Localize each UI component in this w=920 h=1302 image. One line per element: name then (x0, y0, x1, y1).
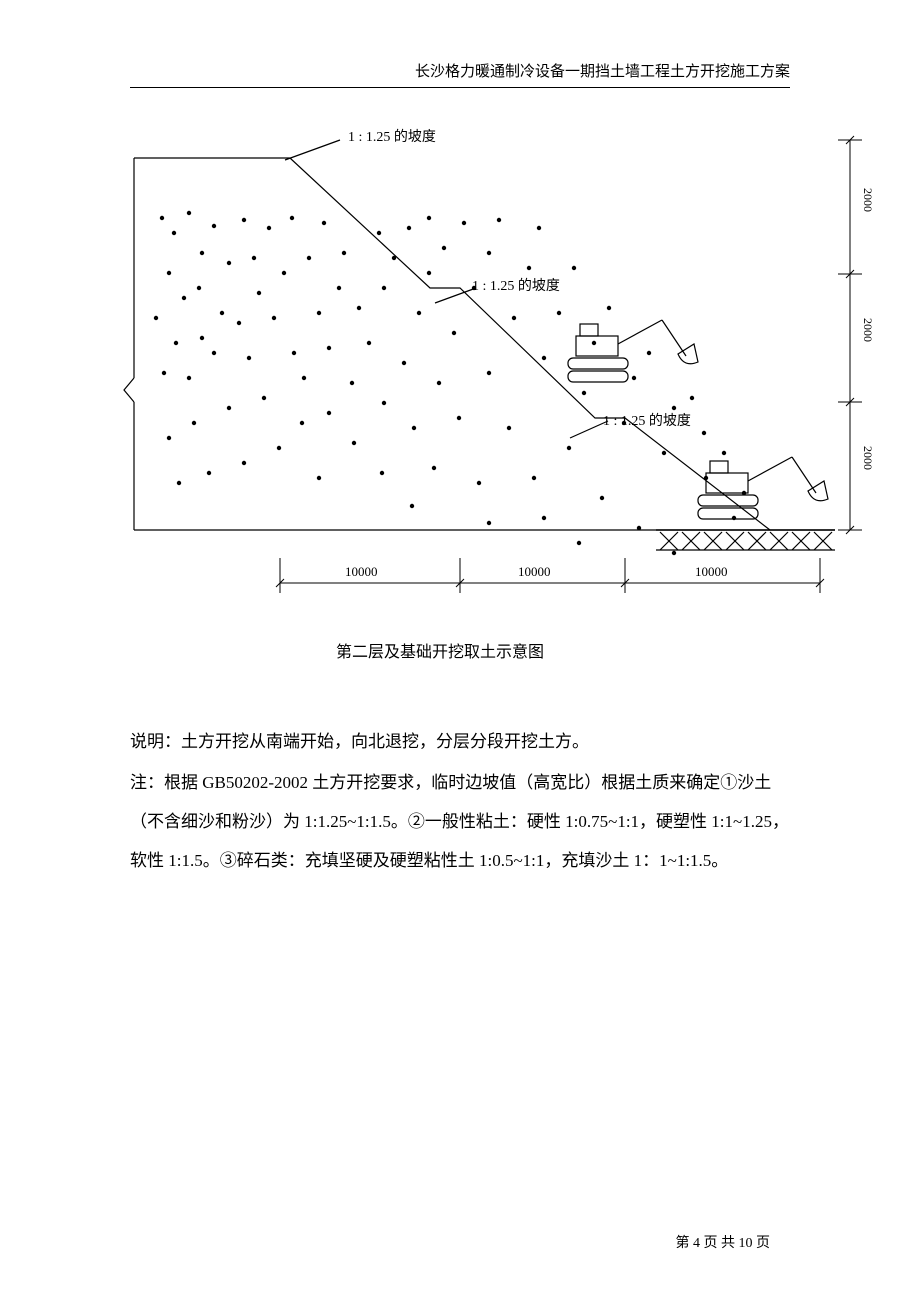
vdim-1: 2000 (860, 188, 875, 212)
hdim-2: 10000 (518, 564, 551, 580)
vdim-2: 2000 (860, 318, 875, 342)
paragraph-1: 说明：土方开挖从南端开始，向北退挖，分层分段开挖土方。 (130, 722, 790, 761)
paragraph-2: 注：根据 GB50202-2002 土方开挖要求，临时边坡值（高宽比）根据土质来… (130, 763, 790, 880)
slope-label-1: 1 : 1.25 的坡度 (348, 126, 436, 146)
header-title: 长沙格力暖通制冷设备一期挡土墙工程土方开挖施工方案 (415, 64, 790, 80)
body-text: 说明：土方开挖从南端开始，向北退挖，分层分段开挖土方。 注：根据 GB50202… (130, 722, 790, 880)
slope-label-2: 1 : 1.25 的坡度 (472, 275, 560, 295)
page-number: 第 4 页 共 10 页 (676, 1236, 771, 1251)
vdim-3: 2000 (860, 446, 875, 470)
slope-label-3: 1 : 1.25 的坡度 (603, 410, 691, 430)
excavation-diagram: 1 : 1.25 的坡度 1 : 1.25 的坡度 1 : 1.25 的坡度 1… (120, 118, 880, 608)
diagram-caption: 第二层及基础开挖取土示意图 (130, 638, 790, 662)
hdim-3: 10000 (695, 564, 728, 580)
page-footer: 第 4 页 共 10 页 (676, 1232, 771, 1252)
diagram-svg (120, 118, 880, 608)
hdim-1: 10000 (345, 564, 378, 580)
page-header: 长沙格力暖通制冷设备一期挡土墙工程土方开挖施工方案 (130, 60, 790, 88)
